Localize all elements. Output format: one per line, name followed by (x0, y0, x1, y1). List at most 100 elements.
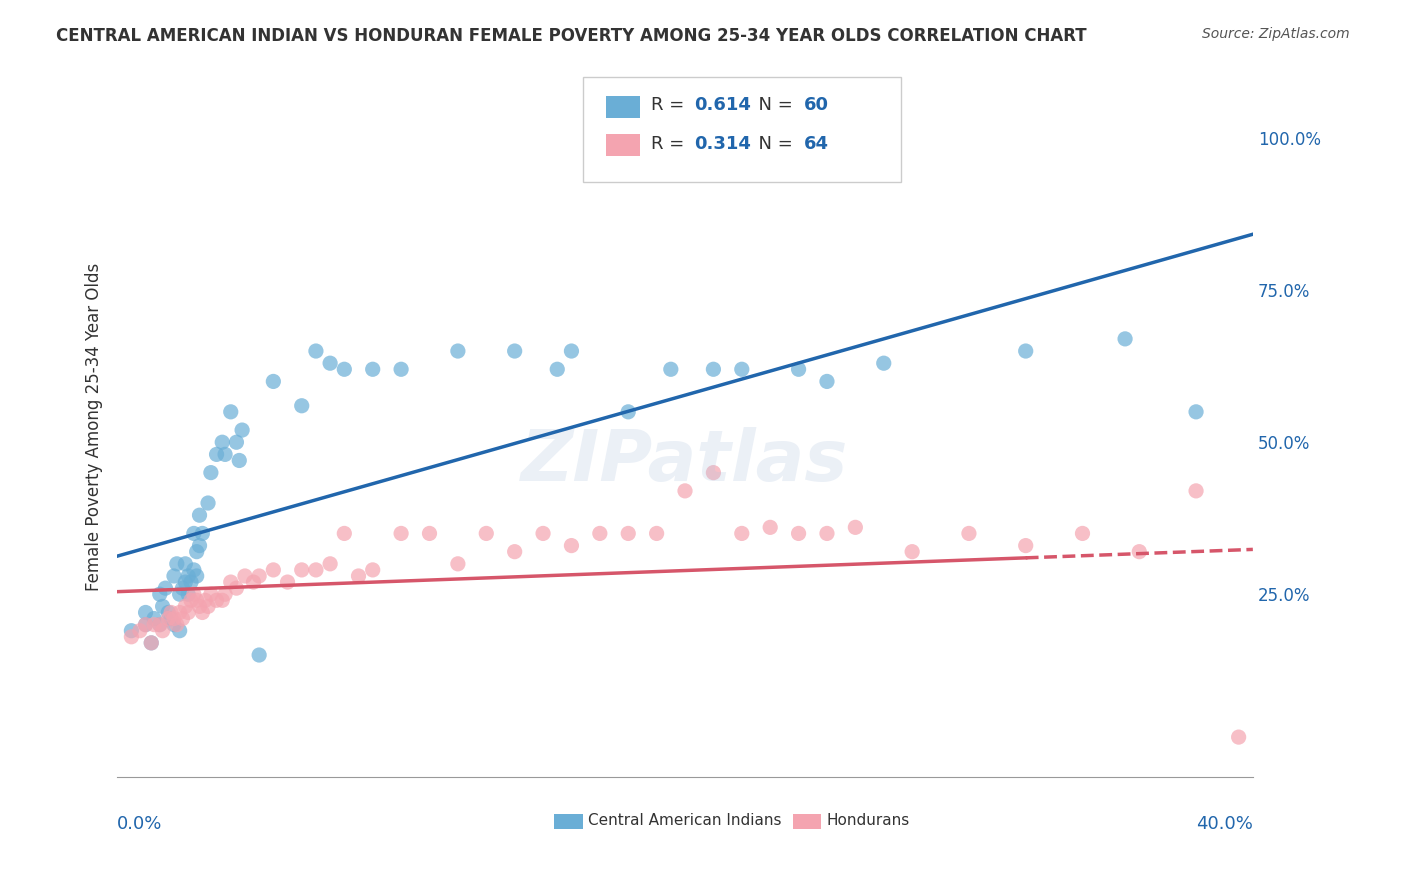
Point (177, 587, 200, 601)
Point (389, 362, 412, 376)
Point (1227, 730, 1250, 744)
Text: 0.614: 0.614 (695, 96, 751, 114)
Point (163, 569, 186, 583)
Point (347, 569, 370, 583)
Point (183, 526, 205, 541)
Point (759, 520, 782, 534)
Point (1071, 526, 1094, 541)
Point (815, 526, 838, 541)
Point (183, 587, 205, 601)
Point (219, 405, 242, 419)
Point (560, 344, 582, 359)
Point (617, 405, 640, 419)
Point (262, 563, 284, 577)
Point (152, 599, 174, 614)
Point (873, 356, 896, 370)
Point (205, 447, 228, 461)
Point (172, 611, 194, 625)
Point (447, 557, 470, 571)
Point (200, 466, 222, 480)
Point (149, 617, 172, 632)
Point (152, 624, 174, 638)
Point (197, 599, 219, 614)
Point (191, 606, 214, 620)
Point (901, 544, 924, 558)
Point (1185, 405, 1208, 419)
Point (174, 557, 197, 571)
Point (305, 563, 328, 577)
Text: 0.0%: 0.0% (117, 815, 163, 833)
Point (1128, 544, 1150, 558)
Point (143, 611, 166, 625)
Point (214, 587, 236, 601)
Point (205, 593, 228, 607)
Point (247, 569, 270, 583)
Point (149, 587, 172, 601)
Point (200, 587, 222, 601)
Point (169, 587, 191, 601)
Point (186, 544, 208, 558)
Point (163, 617, 186, 632)
Point (180, 593, 202, 607)
Point (157, 606, 180, 620)
Text: 0.314: 0.314 (695, 135, 751, 153)
Point (617, 526, 640, 541)
Point (291, 563, 314, 577)
FancyBboxPatch shape (583, 78, 901, 182)
Point (149, 617, 172, 632)
Point (787, 526, 810, 541)
Point (155, 581, 177, 595)
Text: R =: R = (651, 96, 690, 114)
Point (531, 526, 554, 541)
Point (503, 544, 526, 558)
Point (214, 447, 236, 461)
Point (163, 611, 186, 625)
Point (225, 435, 247, 450)
Point (333, 362, 356, 376)
Point (333, 526, 356, 541)
Point (188, 508, 211, 523)
Point (194, 593, 217, 607)
Point (143, 617, 166, 632)
Point (787, 362, 810, 376)
Point (1015, 539, 1038, 553)
Point (673, 483, 696, 498)
Point (228, 453, 250, 467)
Point (186, 569, 208, 583)
Point (731, 362, 754, 376)
Point (305, 344, 328, 359)
Text: 40.0%: 40.0% (1197, 815, 1253, 833)
Point (475, 526, 498, 541)
Point (659, 362, 682, 376)
Point (1185, 483, 1208, 498)
Text: R =: R = (651, 135, 690, 153)
Point (120, 624, 142, 638)
Point (211, 435, 233, 450)
Text: Central American Indians: Central American Indians (589, 814, 782, 828)
Point (702, 362, 724, 376)
Point (225, 581, 247, 595)
Point (645, 526, 668, 541)
Point (1015, 344, 1038, 359)
Point (957, 526, 980, 541)
Text: N =: N = (748, 135, 799, 153)
Text: 60: 60 (804, 96, 830, 114)
Point (188, 599, 211, 614)
Point (389, 526, 412, 541)
Point (291, 399, 314, 413)
Bar (606, 134, 640, 156)
Point (197, 496, 219, 510)
Point (211, 593, 233, 607)
Point (560, 539, 582, 553)
Bar (606, 95, 640, 118)
Point (247, 648, 270, 662)
Point (135, 617, 157, 632)
Text: Source: ZipAtlas.com: Source: ZipAtlas.com (1202, 27, 1350, 41)
Point (319, 557, 342, 571)
Point (844, 520, 866, 534)
Point (546, 362, 568, 376)
Point (233, 569, 256, 583)
Text: N =: N = (748, 96, 799, 114)
Point (135, 617, 157, 632)
Point (177, 606, 200, 620)
